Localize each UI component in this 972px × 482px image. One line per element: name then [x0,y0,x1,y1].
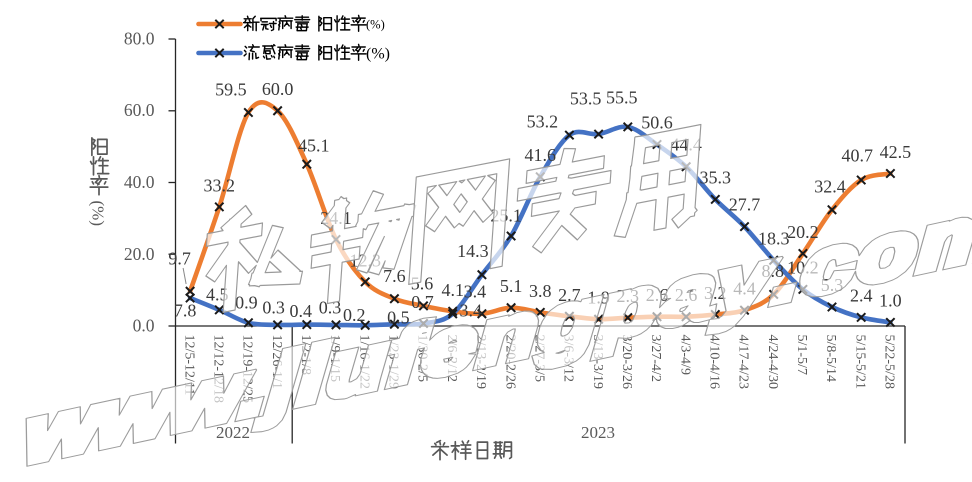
svg-text:5/15-5/21: 5/15-5/21 [852,335,867,389]
svg-text:18.3: 18.3 [758,228,790,248]
svg-text:27.7: 27.7 [729,195,761,215]
svg-text:59.5: 59.5 [215,80,247,100]
svg-text:0.2: 0.2 [343,305,366,325]
svg-text:2.7: 2.7 [558,285,581,305]
svg-text:(%): (%) [89,201,108,226]
svg-text:20.0: 20.0 [124,244,155,264]
svg-text:53.2: 53.2 [527,112,559,132]
svg-text:0.7: 0.7 [411,292,434,312]
svg-text:2022: 2022 [216,423,250,442]
svg-text:4/3-4/9: 4/3-4/9 [677,335,692,375]
svg-text:42.5: 42.5 [880,142,912,162]
svg-text:55.5: 55.5 [606,87,638,107]
svg-text:53.5: 53.5 [570,89,602,109]
svg-text:5/8-5/14: 5/8-5/14 [823,335,838,382]
svg-text:40.0: 40.0 [124,172,155,192]
svg-text:5/22-5/28: 5/22-5/28 [882,335,897,389]
svg-text:0.3: 0.3 [262,297,285,317]
svg-text:3.4: 3.4 [459,300,482,320]
svg-text:0.5: 0.5 [387,308,410,328]
svg-text:7.8: 7.8 [174,301,197,321]
svg-text:20.2: 20.2 [787,222,819,242]
svg-text:80.0: 80.0 [124,29,155,49]
svg-text:14.3: 14.3 [457,241,489,261]
svg-text:3.8: 3.8 [529,281,552,301]
svg-text:0.9: 0.9 [235,292,258,312]
svg-text:2023: 2023 [581,423,615,442]
svg-text:60.0: 60.0 [262,79,294,99]
svg-text:3.4: 3.4 [464,281,487,301]
svg-text:32.4: 32.4 [814,176,846,196]
svg-text:4/24-4/30: 4/24-4/30 [765,335,780,389]
svg-text:0.0: 0.0 [133,316,155,336]
svg-text:1.0: 1.0 [879,290,902,310]
svg-text:4/10-4/16: 4/10-4/16 [707,335,722,389]
svg-text:4.1: 4.1 [441,280,464,300]
svg-text:60.0: 60.0 [124,100,155,120]
svg-text:50.6: 50.6 [641,113,673,133]
svg-text:4/17-4/23: 4/17-4/23 [736,335,751,389]
svg-text:5/1-5/7: 5/1-5/7 [794,335,809,375]
svg-text:35.3: 35.3 [700,167,732,187]
svg-text:45.1: 45.1 [298,136,330,156]
svg-text:7.6: 7.6 [383,266,406,286]
svg-text:4.5: 4.5 [206,284,229,304]
svg-text:3/27-4/2: 3/27-4/2 [648,335,663,382]
svg-text:33.2: 33.2 [204,175,236,195]
svg-text:40.7: 40.7 [841,146,873,166]
svg-text:3/20-3/26: 3/20-3/26 [619,335,634,389]
svg-text:41.6: 41.6 [524,145,556,165]
svg-text:0.4: 0.4 [290,301,313,321]
svg-text:(%): (%) [366,18,385,32]
svg-text:9.7: 9.7 [168,249,191,269]
svg-text:2.4: 2.4 [850,285,873,305]
svg-text:12/5-12/11: 12/5-12/11 [181,335,196,396]
svg-text:5.1: 5.1 [500,276,523,296]
svg-text:(%): (%) [366,46,390,63]
